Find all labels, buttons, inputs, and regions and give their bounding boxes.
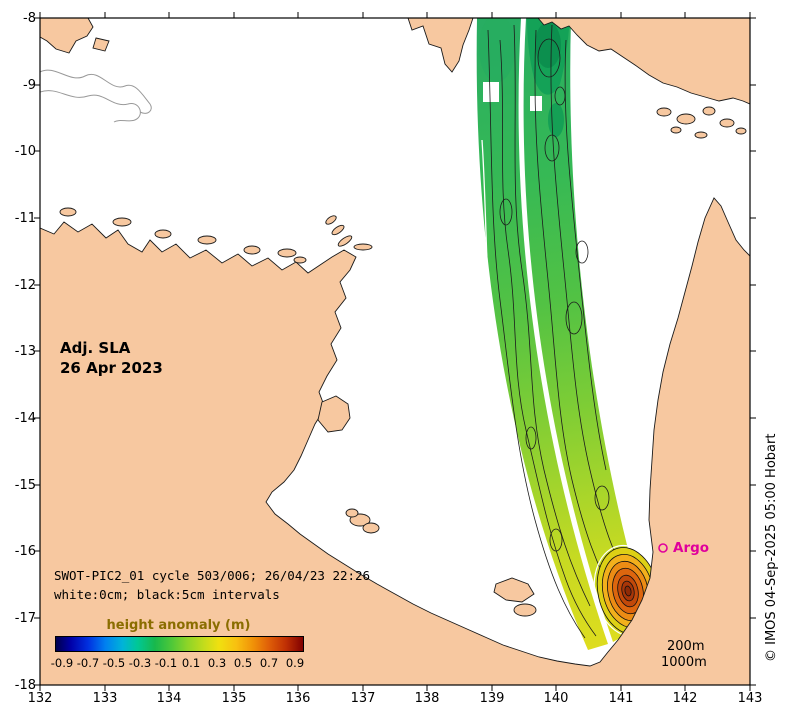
island-bentinck	[513, 603, 537, 617]
zero-contour-white	[481, 139, 519, 521]
x-tick-label: 132	[27, 691, 53, 706]
swath-annotation-line2: white:0cm; black:5cm intervals	[54, 587, 280, 602]
argo-label: Argo	[673, 540, 710, 556]
x-tick-label: 143	[737, 691, 763, 706]
x-tick-label: 139	[479, 691, 505, 706]
y-tick-label: -17	[14, 611, 36, 626]
map-title-line1: Adj. SLA	[60, 339, 131, 357]
bathymetry-contours	[40, 69, 152, 123]
colorbar-tick-label: -0.7	[76, 656, 100, 670]
map-title-date: 26 Apr 2023	[60, 359, 163, 377]
x-tick-label: 142	[672, 691, 698, 706]
colorbar-tick-label: -0.5	[102, 656, 126, 670]
credit-text: © IMOS 04-Sep-2025 05:00 Hobart	[764, 433, 779, 662]
map-frame	[34, 12, 756, 691]
colorbar-tick-label: 0.5	[233, 656, 253, 670]
land-new-guinea-west	[407, 18, 474, 73]
swath-annotation: SWOT-PIC2_01 cycle 503/006; 26/04/23 22:…	[54, 566, 370, 604]
y-tick-label: -16	[14, 544, 36, 559]
x-tick-label: 133	[92, 691, 118, 706]
y-tick-label: -18	[14, 678, 36, 693]
swath-data-gaps	[483, 82, 542, 111]
argo-marker	[658, 543, 668, 553]
colorbar-tick-label: -0.3	[128, 656, 152, 670]
island-groote-eylandt	[317, 395, 351, 433]
y-tick-label: -11	[14, 211, 36, 226]
anomaly-contours-black	[487, 24, 635, 639]
x-tick-label: 141	[608, 691, 634, 706]
colorbar-tick-label: -0.1	[154, 656, 178, 670]
y-tick-label: -15	[14, 478, 36, 493]
y-tick-label: -12	[14, 278, 36, 293]
x-tick-label: 136	[285, 691, 311, 706]
torres-strait-islands	[656, 106, 747, 139]
y-tick-label: -13	[14, 344, 36, 359]
land-australia	[40, 197, 750, 685]
land-top-left-islands	[40, 18, 94, 54]
colorbar-tick-label: 0.3	[207, 656, 227, 670]
x-tick-label: 135	[221, 691, 247, 706]
colorbar-title: height anomaly (m)	[106, 618, 251, 633]
land-new-guinea	[537, 18, 750, 105]
x-tick-label: 138	[414, 691, 440, 706]
colorbar-tick-label: 0.1	[181, 656, 201, 670]
depth-label-1000m: 1000m	[661, 655, 707, 670]
x-tick-label: 137	[350, 691, 376, 706]
landmasses	[40, 18, 750, 685]
colorbar-tick-label: 0.9	[285, 656, 305, 670]
pellew-islands	[345, 508, 380, 534]
x-tick-label: 134	[156, 691, 182, 706]
x-tick-label: 140	[543, 691, 569, 706]
colorbar-gradient	[55, 636, 304, 652]
swath-annotation-line1: SWOT-PIC2_01 cycle 503/006; 26/04/23 22:…	[54, 568, 371, 583]
y-tick-label: -8	[23, 11, 36, 26]
y-tick-label: -10	[14, 144, 36, 159]
north-coast-islands	[59, 207, 373, 264]
map-title: Adj. SLA 26 Apr 2023	[60, 338, 163, 378]
island-mornington	[493, 577, 535, 603]
colorbar-tick-label: 0.7	[259, 656, 279, 670]
y-tick-label: -9	[23, 78, 36, 93]
depth-label-200m: 200m	[667, 639, 705, 654]
colorbar-tick-label: -0.9	[50, 656, 74, 670]
y-tick-label: -14	[14, 411, 36, 426]
